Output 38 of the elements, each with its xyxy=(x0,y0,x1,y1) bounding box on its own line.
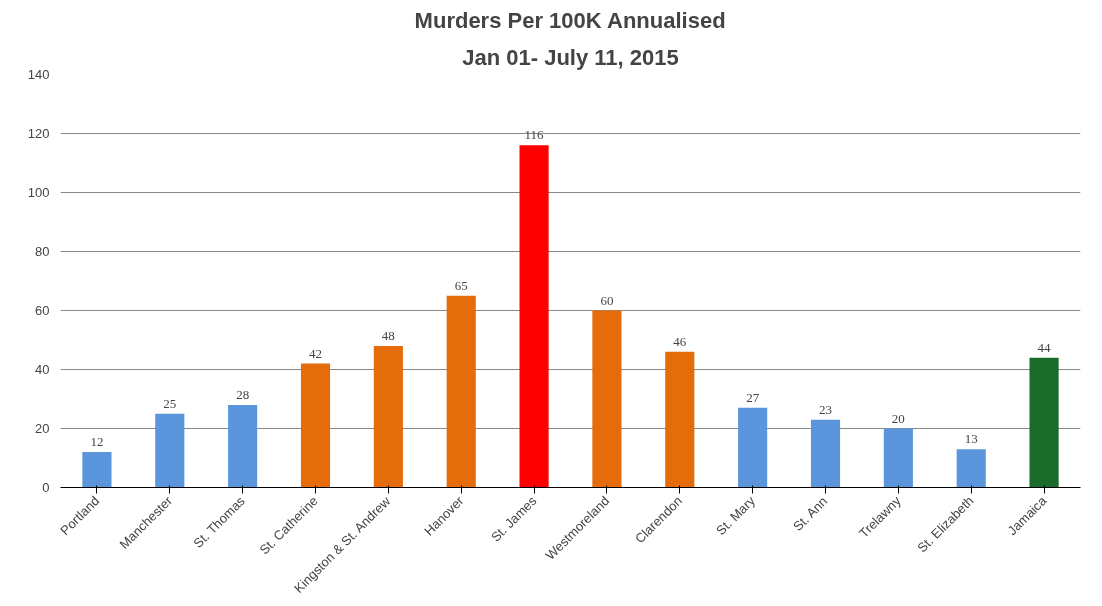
data-label: 46 xyxy=(673,333,687,349)
y-tick-label: 100 xyxy=(27,185,50,200)
bar xyxy=(228,404,258,488)
y-tick-label: 0 xyxy=(42,480,50,495)
bar xyxy=(738,407,768,488)
data-label: 20 xyxy=(891,410,905,426)
y-tick-label: 40 xyxy=(35,362,50,377)
y-tick-label: 60 xyxy=(35,303,50,318)
bar xyxy=(446,295,476,488)
bar xyxy=(1029,357,1059,488)
bar xyxy=(300,363,331,488)
bar xyxy=(155,413,185,488)
data-label: 65 xyxy=(454,277,468,293)
bar xyxy=(883,428,913,488)
y-tick-label: 20 xyxy=(35,421,50,436)
y-tick-label: 120 xyxy=(27,126,50,141)
data-label: 13 xyxy=(964,431,978,447)
data-label: 28 xyxy=(236,386,250,402)
bar xyxy=(82,452,112,488)
bar xyxy=(519,145,549,488)
data-label: 48 xyxy=(381,327,395,343)
y-tick-label: 140 xyxy=(27,67,50,82)
data-label: 44 xyxy=(1037,339,1052,355)
chart-subtitle: Jan 01- July 11, 2015 xyxy=(462,44,679,70)
data-label: 42 xyxy=(309,345,322,361)
bar xyxy=(665,351,695,488)
chart-title: Murders Per 100K Annualised xyxy=(414,7,726,33)
y-tick-label: 80 xyxy=(35,244,50,259)
bar xyxy=(956,449,986,488)
data-label: 60 xyxy=(600,292,614,308)
data-label: 23 xyxy=(819,401,832,417)
bar xyxy=(592,310,622,488)
bar xyxy=(373,345,403,488)
x-tick-label: St. Ann xyxy=(790,493,831,534)
data-label: 27 xyxy=(746,389,760,405)
data-label: 25 xyxy=(163,395,177,411)
bar xyxy=(810,419,841,488)
data-label: 12 xyxy=(90,434,104,450)
